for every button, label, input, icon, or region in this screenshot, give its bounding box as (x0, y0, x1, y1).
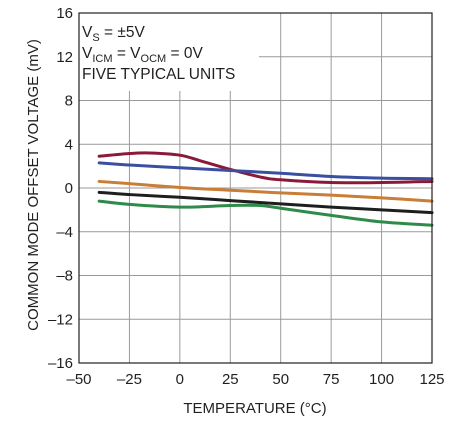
series-line-unit-2 (97, 161, 434, 181)
tick-labels: –50 –25 0 25 50 75 100 125 –16 –12 –8 –4 0 4 8 12 16 (48, 5, 445, 388)
y-tick-label: –8 (56, 268, 73, 285)
annotation-units: FIVE TYPICAL UNITS (82, 66, 235, 83)
plot-frame (78, 12, 433, 364)
annotation-box (79, 13, 259, 91)
x-tick-label: –25 (117, 371, 142, 388)
series-line-unit-4 (97, 190, 434, 215)
y-tick-label: 16 (56, 5, 73, 22)
y-axis-title: COMMON MODE OFFSET VOLTAGE (mV) (25, 39, 42, 331)
y-tick-label: –4 (56, 224, 73, 241)
y-tick-label: –12 (48, 311, 73, 328)
x-tick-label: –50 (66, 371, 91, 388)
series-lines (97, 151, 434, 227)
x-tick-label: 75 (323, 371, 340, 388)
x-tick-label: 100 (369, 371, 394, 388)
x-tick-label: 125 (419, 371, 444, 388)
x-tick-label: 50 (272, 371, 289, 388)
y-tick-label: 0 (65, 180, 73, 197)
x-tick-label: 0 (176, 371, 184, 388)
x-axis-title: TEMPERATURE (°C) (183, 400, 326, 417)
series-line-unit-3 (97, 179, 434, 203)
series-line-unit-5 (97, 199, 434, 227)
y-tick-label: –16 (48, 355, 73, 372)
x-tick-label: 25 (222, 371, 239, 388)
y-tick-label: 4 (65, 136, 73, 153)
y-tick-label: 12 (56, 49, 73, 66)
annotation-common-mode: VICM = VOCM = 0V (82, 45, 203, 65)
y-tick-label: 8 (65, 93, 73, 110)
annotation-supply: VS = ±5V (82, 24, 145, 44)
